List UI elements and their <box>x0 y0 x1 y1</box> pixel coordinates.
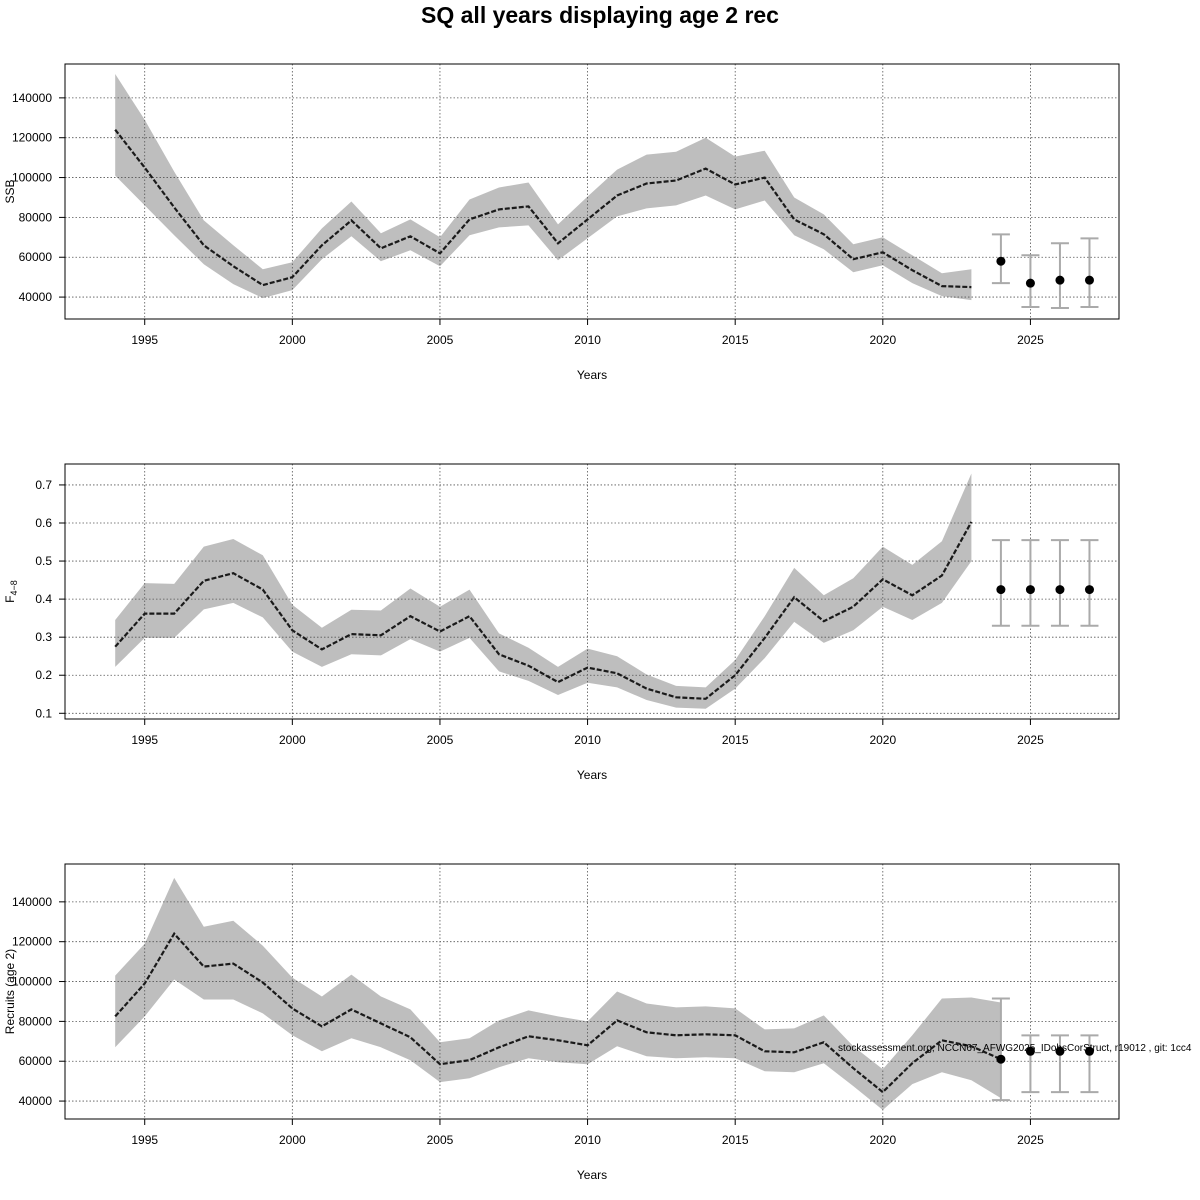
x-axis-label: Years <box>577 1168 607 1182</box>
x-tick-label: 2005 <box>427 733 454 747</box>
y-tick-label: 0.5 <box>35 554 52 568</box>
y-tick-label: 60000 <box>19 250 53 264</box>
x-tick-label: 2010 <box>574 733 601 747</box>
x-tick-label: 2020 <box>869 733 896 747</box>
y-tick-label: 40000 <box>19 1094 53 1108</box>
x-tick-label: 2020 <box>869 1133 896 1147</box>
confidence-band <box>115 877 1001 1110</box>
forecast-point <box>1055 585 1065 595</box>
y-tick-label: 40000 <box>19 290 53 304</box>
y-tick-label: 0.4 <box>35 592 52 606</box>
confidence-band <box>115 473 972 709</box>
y-tick-label: 120000 <box>12 131 52 145</box>
y-axis-label: Recruits (age 2) <box>3 949 17 1034</box>
x-tick-label: 2005 <box>427 333 454 347</box>
x-tick-label: 1995 <box>131 733 158 747</box>
x-tick-label: 2000 <box>279 333 306 347</box>
forecast-point <box>1055 275 1065 285</box>
y-tick-label: 0.2 <box>35 668 52 682</box>
y-tick-label: 0.7 <box>35 478 52 492</box>
y-tick-label: 60000 <box>19 1054 53 1068</box>
forecast-point <box>996 256 1006 266</box>
forecast-point <box>1025 1046 1035 1056</box>
y-axis-label-subscript: 4−8 <box>9 580 19 595</box>
y-tick-label: 0.6 <box>35 516 52 530</box>
x-tick-label: 2025 <box>1017 733 1044 747</box>
y-tick-label: 100000 <box>12 975 52 989</box>
x-tick-label: 2015 <box>722 333 749 347</box>
chart-panel-2: 1995 2000 2005 2010 2015 2020 2025 0.1 0.2 0.3 0.4… <box>3 463 1120 782</box>
x-tick-label: 2025 <box>1017 333 1044 347</box>
y-tick-label: 120000 <box>12 935 52 949</box>
x-tick-label: 2025 <box>1017 1133 1044 1147</box>
forecast-point <box>1084 585 1094 595</box>
confidence-band <box>115 74 972 301</box>
plot-frame <box>64 463 1120 720</box>
x-tick-label: 2015 <box>722 733 749 747</box>
y-axis-label: SSB <box>3 179 17 203</box>
forecast-point <box>1084 1046 1094 1056</box>
y-tick-label: 80000 <box>19 1014 53 1028</box>
y-tick-label: 0.1 <box>35 706 52 720</box>
x-tick-label: 2015 <box>722 1133 749 1147</box>
y-tick-label: 80000 <box>19 210 53 224</box>
chart-panel-3: 1995 2000 2005 2010 2015 2020 2025 40000 60000 80… <box>3 863 1120 1182</box>
forecast-point <box>996 1054 1006 1064</box>
y-axis-label-main: F <box>3 595 17 602</box>
estimate-line <box>114 931 1002 1094</box>
forecast-point <box>1084 275 1094 285</box>
x-tick-label: 2000 <box>279 733 306 747</box>
plot-frame <box>64 863 1120 1120</box>
estimate-line <box>114 129 972 289</box>
estimate-line <box>114 521 973 700</box>
x-axis-label: Years <box>577 368 607 382</box>
forecast-point <box>1055 1046 1065 1056</box>
y-tick-label: 140000 <box>12 895 52 909</box>
x-tick-label: 2005 <box>427 1133 454 1147</box>
forecast-point <box>1025 278 1035 288</box>
y-tick-label: 140000 <box>12 91 52 105</box>
x-tick-label: 1995 <box>131 333 158 347</box>
forecast-point <box>1025 585 1035 595</box>
x-tick-label: 1995 <box>131 1133 158 1147</box>
plot-frame <box>64 63 1120 320</box>
chart-title: SQ all years displaying age 2 rec <box>421 2 779 28</box>
forecast-point <box>996 585 1006 595</box>
x-tick-label: 2010 <box>574 333 601 347</box>
x-tick-label: 2010 <box>574 1133 601 1147</box>
x-tick-label: 2000 <box>279 1133 306 1147</box>
chart-panel-1: 1995 2000 2005 2010 2015 2020 2025 40000 60000 80… <box>3 63 1120 382</box>
y-tick-label: 100000 <box>12 171 52 185</box>
y-tick-label: 0.3 <box>35 630 52 644</box>
x-tick-label: 2020 <box>869 333 896 347</box>
x-axis-label: Years <box>577 768 607 782</box>
y-axis-label: F4−8 <box>3 580 19 603</box>
footnote: stockassessment.org, NCCN67_AFWG2025_IDo… <box>838 1043 1192 1054</box>
